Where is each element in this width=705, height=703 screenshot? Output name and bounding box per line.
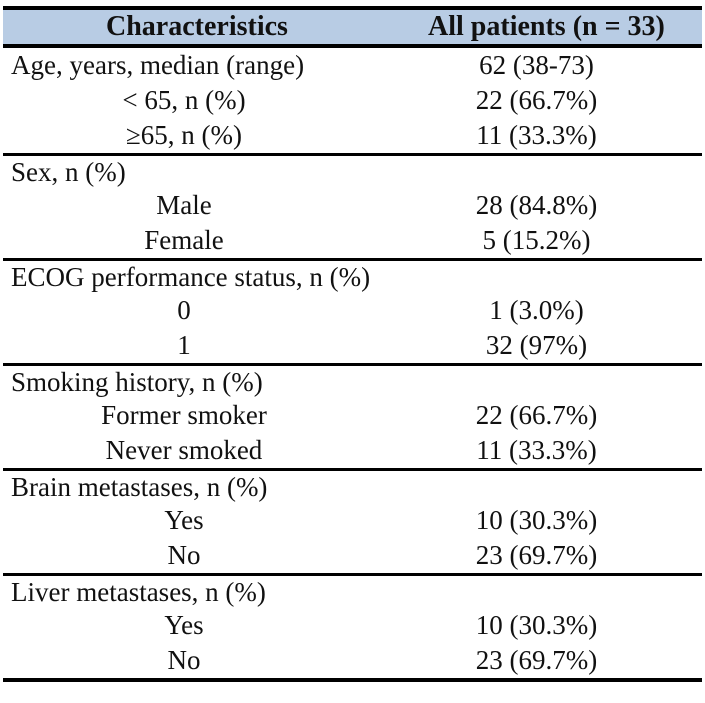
row-label: ≥65, n (%) [125,120,242,150]
row-label: Never smoked [105,435,263,465]
table-row-age: Age, years, median (range) 62 (38-73) [3,48,702,83]
row-value: 11 (33.3%) [476,435,597,465]
table-row-ecog-1: 1 32 (97%) [3,328,702,363]
row-value: 10 (30.3%) [475,505,598,535]
row-value: 5 (15.2%) [482,225,591,255]
row-label: Liver metastases, n (%) [11,576,266,607]
row-label: Sex, n (%) [11,156,126,187]
column-header-characteristics: Characteristics [106,11,288,42]
row-label: Female [144,225,224,255]
row-value: 22 (66.7%) [475,400,598,430]
table-row-sex-male: Male 28 (84.8%) [3,188,702,223]
row-label: 0 [177,295,191,325]
row-label: ECOG performance status, n (%) [11,261,371,292]
row-label: Yes [164,610,204,640]
row-value: 10 (30.3%) [475,610,598,640]
row-label: Former smoker [101,400,267,430]
table-row-brain-metastases: Brain metastases, n (%) [3,468,702,503]
row-value: 22 (66.7%) [475,85,598,115]
table-row-liver-no: No 23 (69.7%) [3,643,702,678]
table-row-sex-female: Female 5 (15.2%) [3,223,702,258]
row-label: Male [156,190,212,220]
row-label: < 65, n (%) [122,85,246,115]
row-value: 28 (84.8%) [475,190,598,220]
row-value: 1 (3.0%) [489,295,584,325]
patient-characteristics-table: Characteristics All patients (n = 33) Ag… [3,6,702,682]
table-row-liver-metastases: Liver metastases, n (%) [3,573,702,608]
column-header-all-patients: All patients (n = 33) [428,11,665,42]
row-value: 23 (69.7%) [475,540,598,570]
table-row-age-over65: ≥65, n (%) 11 (33.3%) [3,118,702,153]
row-value: 62 (38-73) [479,50,594,80]
table-row-brain-no: No 23 (69.7%) [3,538,702,573]
row-label: No [167,540,201,570]
row-label: No [167,645,201,675]
row-value: 32 (97%) [485,330,588,360]
table-row-smoking: Smoking history, n (%) [3,363,702,398]
table-row-smoking-former: Former smoker 22 (66.7%) [3,398,702,433]
table-row-smoking-never: Never smoked 11 (33.3%) [3,433,702,468]
table-row-ecog-0: 0 1 (3.0%) [3,293,702,328]
row-label: Age, years, median (range) [11,50,305,80]
row-label: 1 [177,330,191,360]
table-row-sex: Sex, n (%) [3,153,702,188]
table-row-liver-yes: Yes 10 (30.3%) [3,608,702,643]
row-label: Yes [164,505,204,535]
table-row-age-under65: < 65, n (%) 22 (66.7%) [3,83,702,118]
row-value: 23 (69.7%) [475,645,598,675]
table-row-brain-yes: Yes 10 (30.3%) [3,503,702,538]
row-value: 11 (33.3%) [476,120,597,150]
row-label: Smoking history, n (%) [11,366,263,397]
table-header-row: Characteristics All patients (n = 33) [3,10,702,48]
row-label: Brain metastases, n (%) [11,471,268,502]
table-row-ecog: ECOG performance status, n (%) [3,258,702,293]
